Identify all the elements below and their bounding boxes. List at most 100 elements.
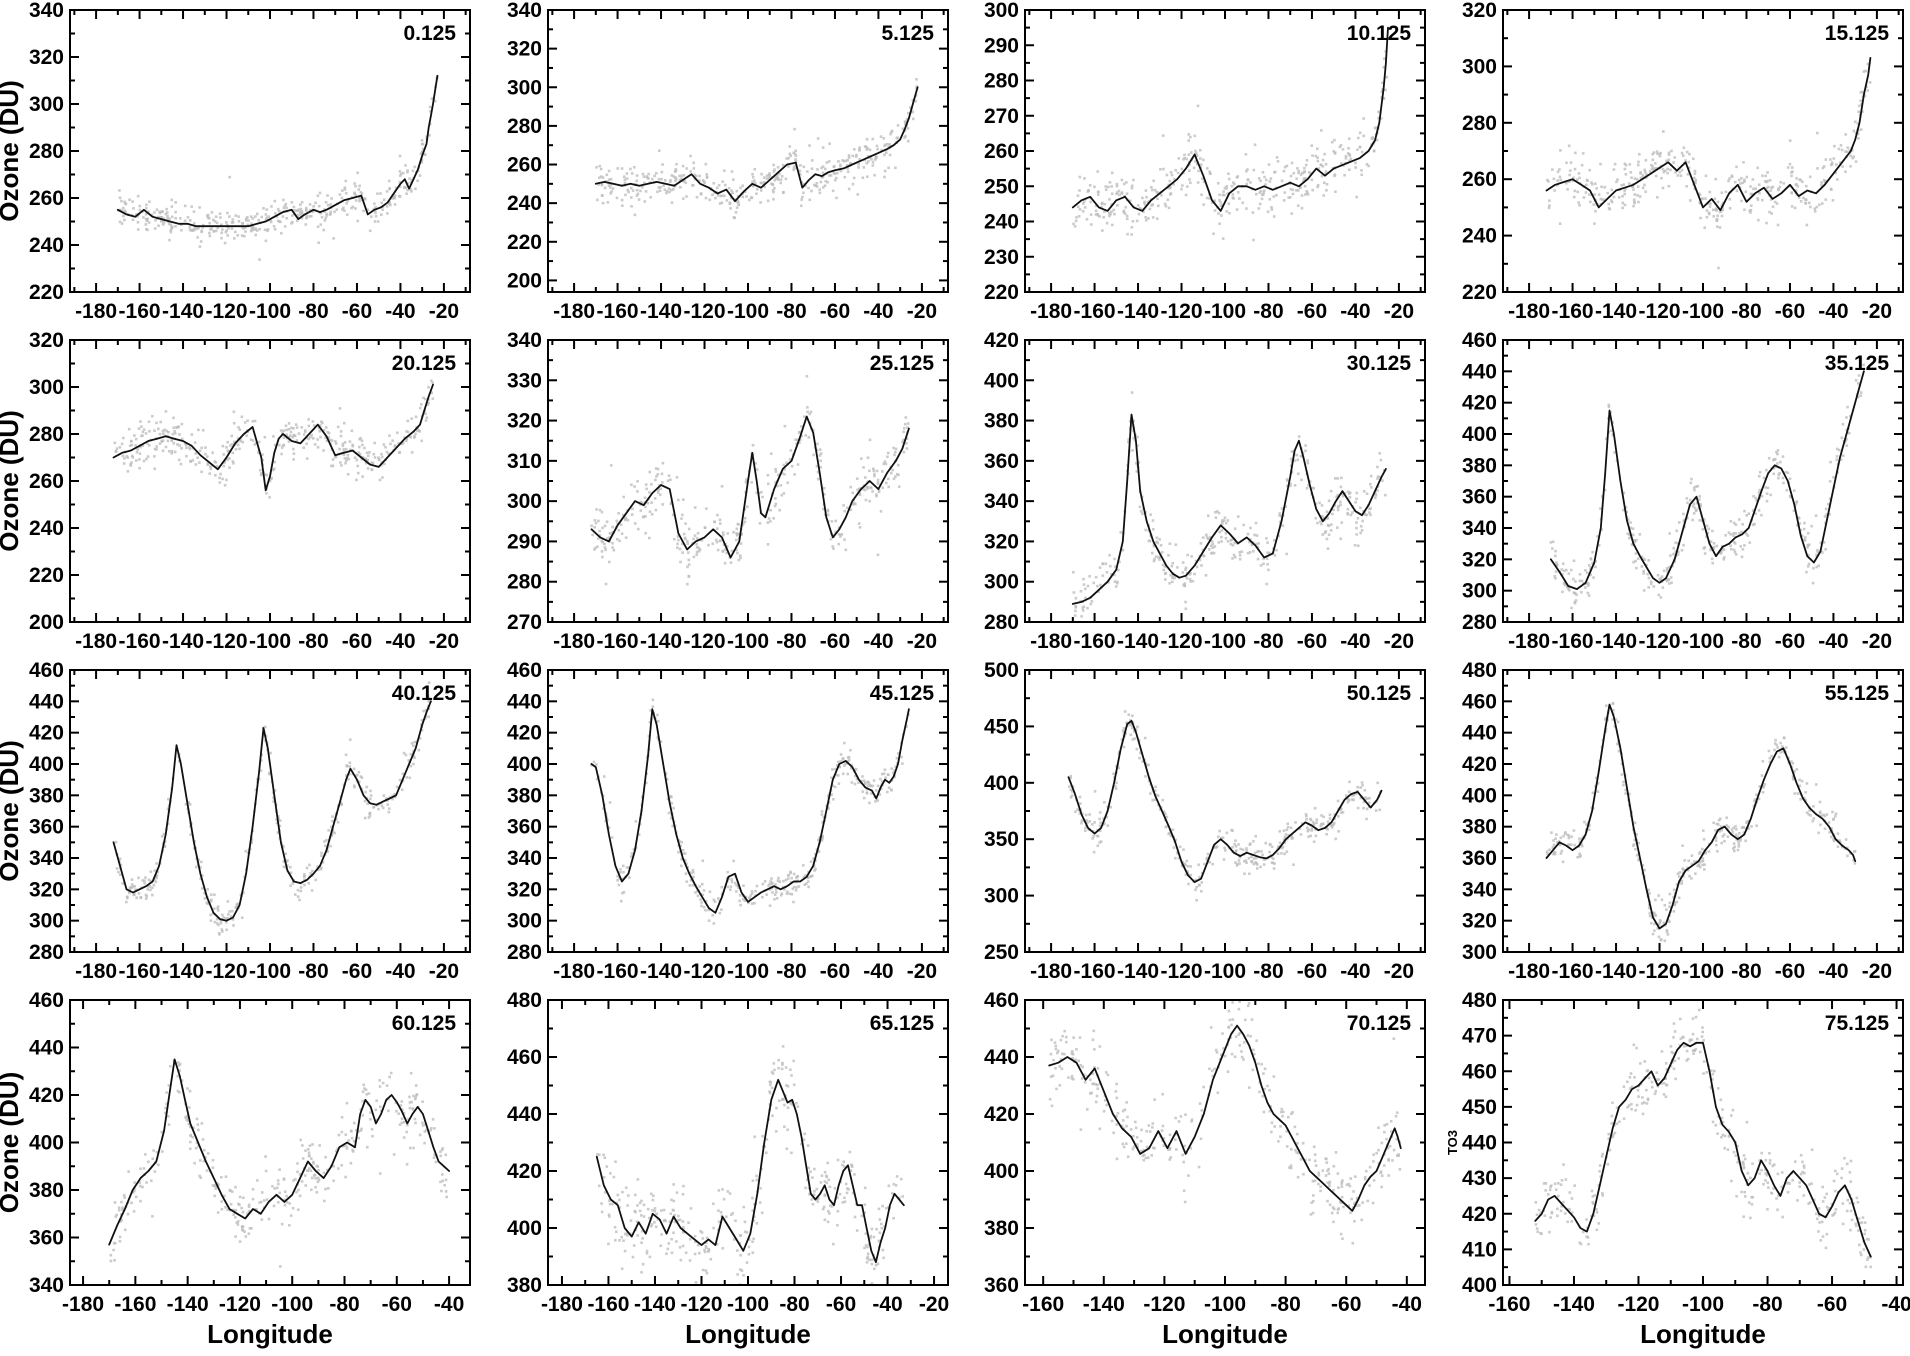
scatter-point	[1551, 540, 1554, 543]
scatter-point	[1692, 512, 1695, 515]
scatter-point	[1748, 209, 1751, 212]
scatter-point	[1346, 512, 1349, 515]
scatter-point	[162, 449, 165, 452]
scatter-point	[1198, 884, 1201, 887]
scatter-point	[292, 458, 295, 461]
scatter-point	[238, 448, 241, 451]
scatter-point	[1121, 179, 1124, 182]
scatter-point	[327, 204, 330, 207]
scatter-point	[194, 441, 197, 444]
scatter-point	[421, 143, 424, 146]
y-tick-label: 260	[506, 154, 541, 177]
scatter-point	[1165, 205, 1168, 208]
scatter-point	[635, 174, 638, 177]
scatter-point	[1343, 174, 1346, 177]
scatter-point	[1097, 191, 1100, 194]
scatter-point	[426, 416, 429, 419]
scatter-point	[1732, 532, 1735, 535]
scatter-point	[730, 170, 733, 173]
scatter-point	[1788, 163, 1791, 166]
y-tick-label: 250	[984, 941, 1019, 964]
scatter-point	[1205, 574, 1208, 577]
scatter-point	[236, 903, 239, 906]
y-tick-label: 340	[506, 0, 541, 22]
scatter-point	[427, 386, 430, 389]
scatter-point	[759, 201, 762, 204]
scatter-point	[1321, 504, 1324, 507]
scatter-point	[833, 172, 836, 175]
scatter-point	[823, 184, 826, 187]
scatter-point	[1222, 194, 1225, 197]
scatter-point	[880, 470, 883, 473]
scatter-point	[686, 540, 689, 543]
scatter-point	[777, 877, 780, 880]
scatter-point	[283, 865, 286, 868]
y-tick-label: 460	[506, 660, 541, 682]
scatter-point	[738, 894, 741, 897]
scatter-point	[241, 234, 244, 237]
scatter-point	[866, 175, 869, 178]
scatter-point	[256, 229, 259, 232]
scatter-point	[1266, 563, 1269, 566]
scatter-point	[888, 143, 891, 146]
scatter-point	[607, 178, 610, 181]
scatter-point	[1355, 196, 1358, 199]
scatter-point	[1224, 849, 1227, 852]
scatter-point	[1316, 148, 1319, 151]
scatter-point	[1770, 755, 1773, 758]
scatter-point	[615, 520, 618, 523]
scatter-point	[237, 444, 240, 447]
scatter-point	[1816, 550, 1819, 553]
scatter-point	[197, 227, 200, 230]
scatter-point	[1668, 893, 1671, 896]
scatter-point	[1822, 165, 1825, 168]
scatter-point	[1701, 528, 1704, 531]
scatter-point	[1300, 479, 1303, 482]
scatter-point	[148, 221, 151, 224]
scatter-point	[296, 426, 299, 429]
scatter-point	[677, 499, 680, 502]
scatter-point	[827, 160, 830, 163]
scatter-point	[647, 173, 650, 176]
scatter-point	[293, 206, 296, 209]
scatter-point	[1732, 522, 1735, 525]
scatter-point	[351, 430, 354, 433]
scatter-point	[1139, 506, 1142, 509]
scatter-point	[215, 215, 218, 218]
scatter-point	[1333, 139, 1336, 142]
scatter-point	[1130, 734, 1133, 737]
scatter-point	[1107, 186, 1110, 189]
scatter-point	[218, 477, 221, 480]
scatter-point	[1754, 187, 1757, 190]
scatter-point	[1322, 165, 1325, 168]
scatter-point	[1073, 591, 1076, 594]
scatter-point	[1773, 458, 1776, 461]
scatter-point	[269, 752, 272, 755]
scatter-point	[1578, 177, 1581, 180]
scatter-point	[1131, 226, 1134, 229]
scatter-point	[607, 170, 610, 173]
scatter-point	[193, 210, 196, 213]
scatter-point	[716, 514, 719, 517]
scatter-point	[663, 189, 666, 192]
scatter-point	[1566, 188, 1569, 191]
scatter-point	[1749, 185, 1752, 188]
scatter-point	[771, 891, 774, 894]
scatter-point	[705, 507, 708, 510]
scatter-point	[340, 430, 343, 433]
scatter-point	[734, 211, 737, 214]
scatter-point	[772, 164, 775, 167]
scatter-point	[1587, 564, 1590, 567]
scatter-point	[1311, 154, 1314, 157]
scatter-point	[1728, 207, 1731, 210]
scatter-point	[1691, 519, 1694, 522]
scatter-point	[793, 473, 796, 476]
scatter-point	[330, 197, 333, 200]
scatter-point	[660, 473, 663, 476]
scatter-point	[735, 890, 738, 893]
scatter-point	[685, 167, 688, 170]
scatter-point	[1091, 600, 1094, 603]
scatter-point	[1859, 99, 1862, 102]
scatter-point	[1220, 540, 1223, 543]
scatter-point	[745, 195, 748, 198]
